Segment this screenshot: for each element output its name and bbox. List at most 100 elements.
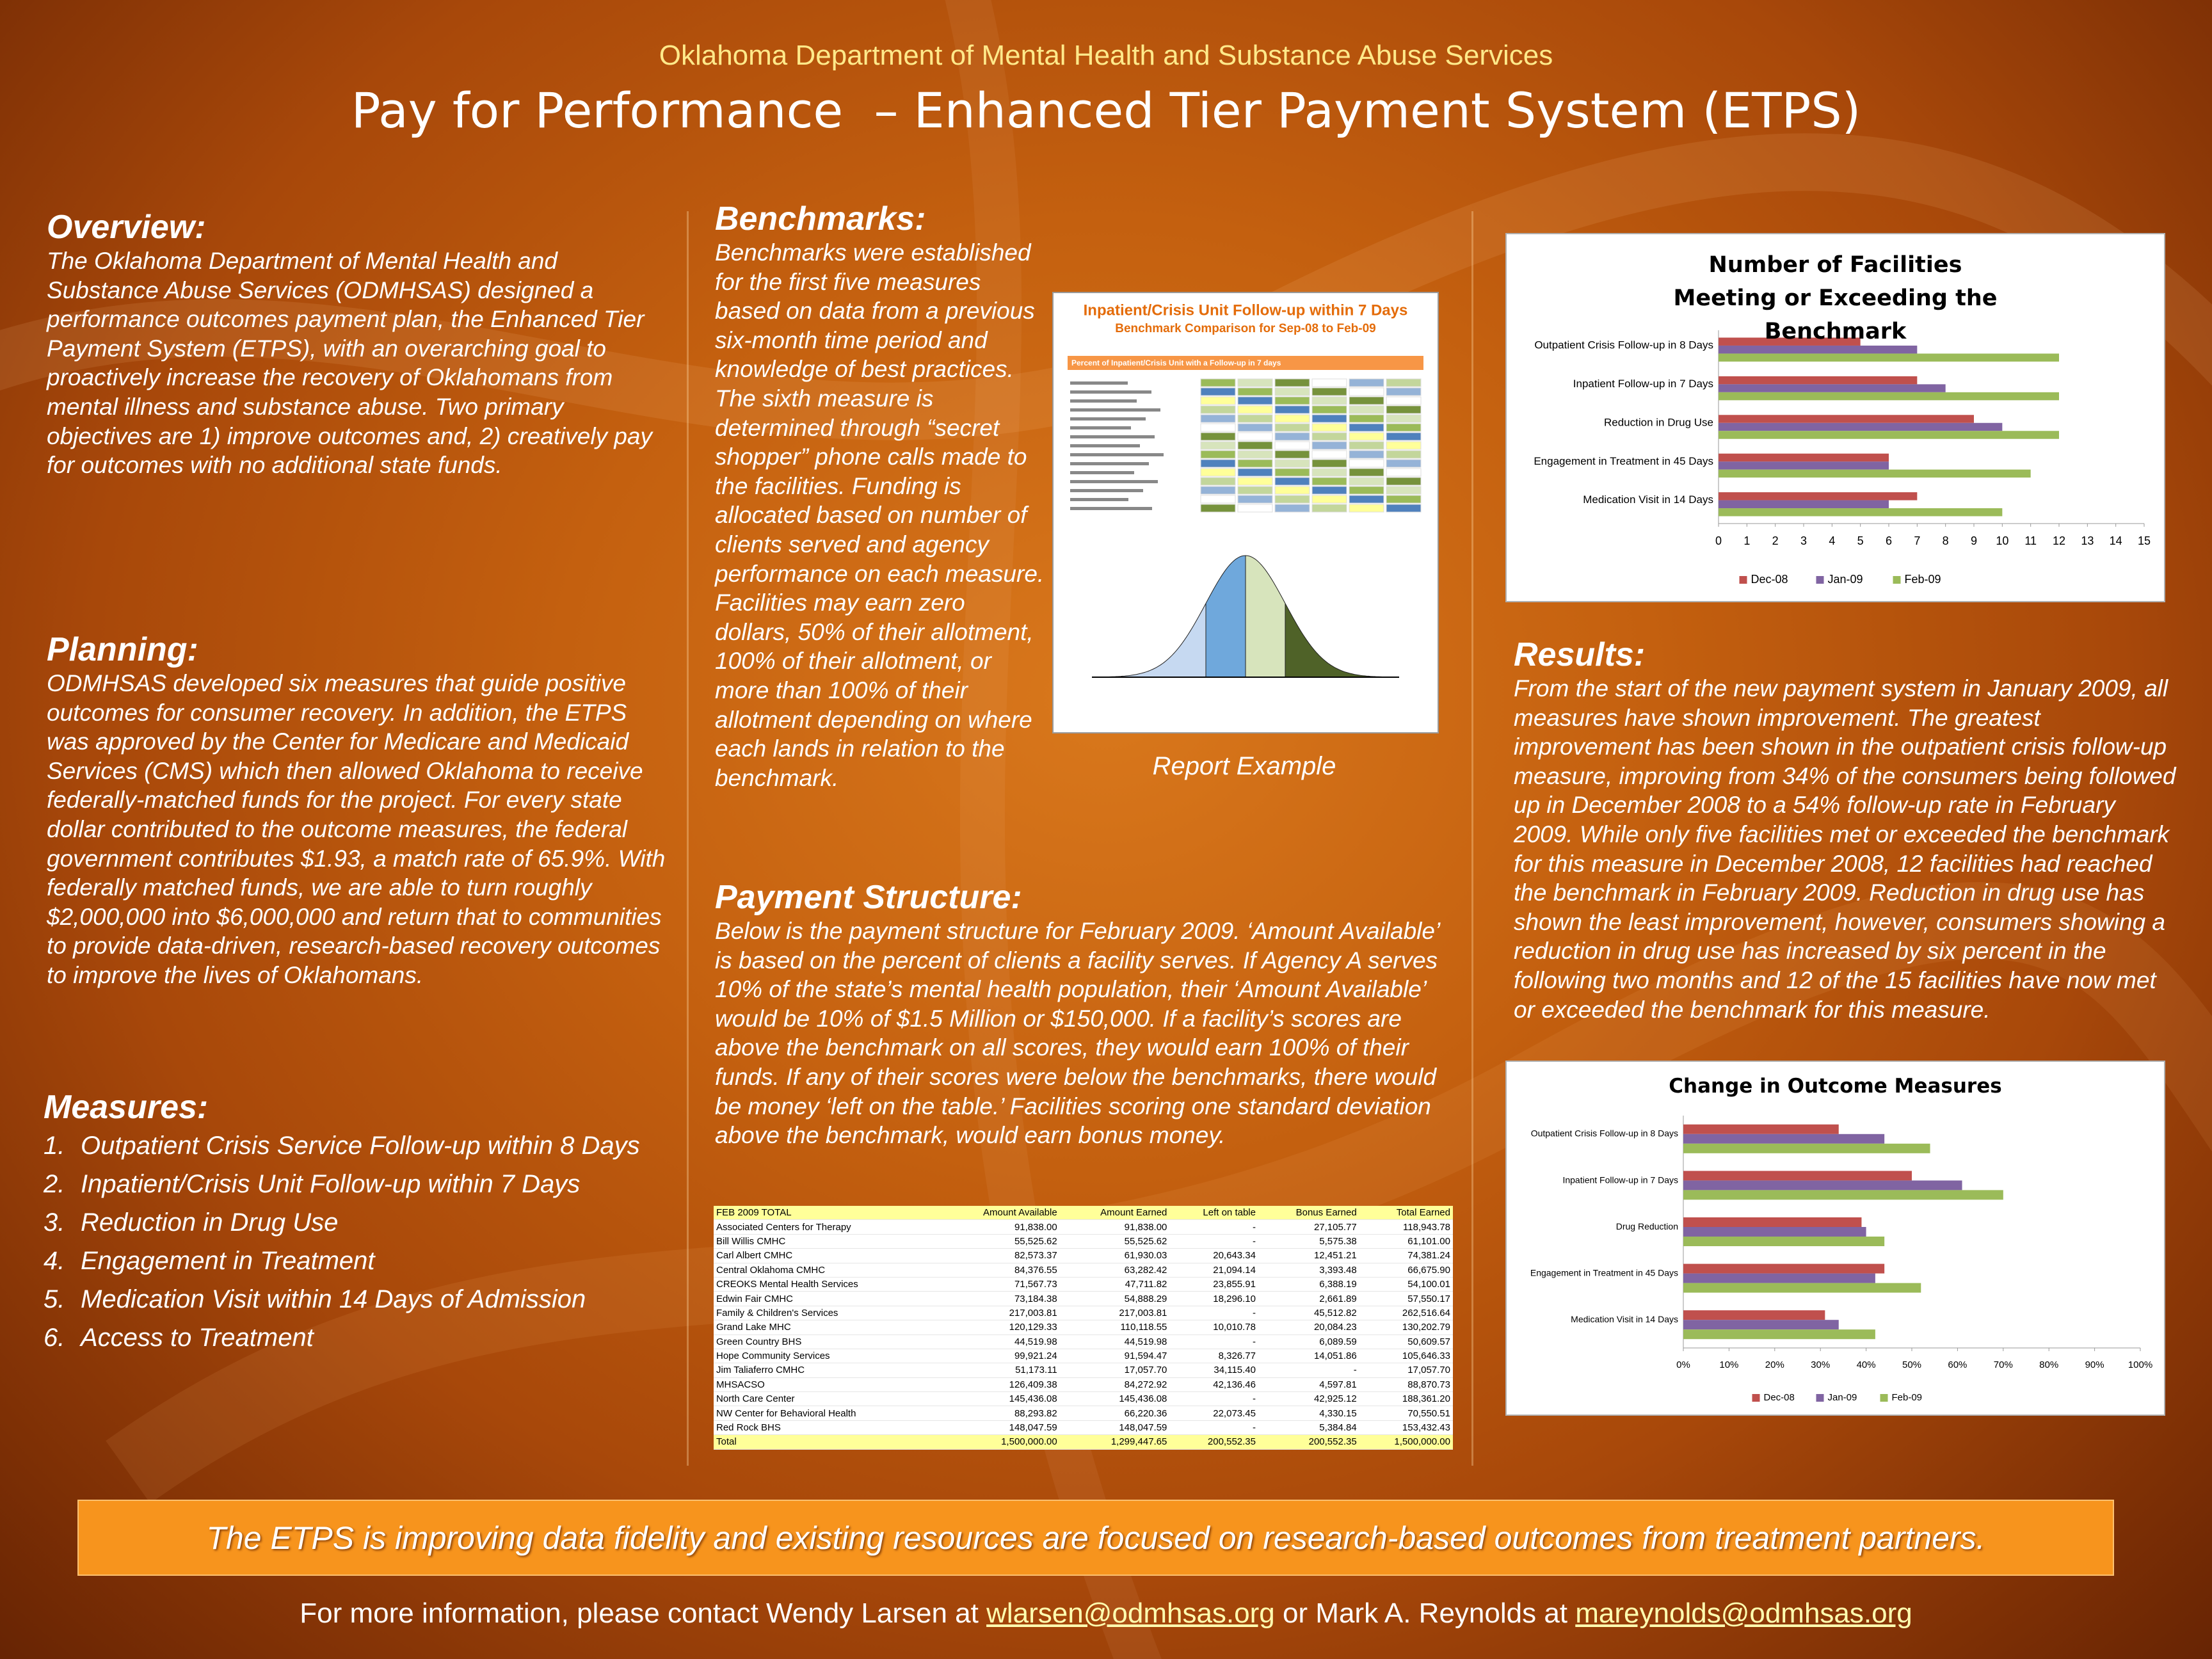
table-cell: 42,136.46 bbox=[1169, 1377, 1258, 1393]
table-cell: 17,057.70 bbox=[1359, 1363, 1453, 1378]
table-cell: 51,173.11 bbox=[938, 1363, 1060, 1378]
mini-cell bbox=[1237, 414, 1273, 423]
table-cell: 88,870.73 bbox=[1359, 1377, 1453, 1393]
section-heading: Overview: bbox=[47, 209, 206, 246]
legend-label: Dec-08 bbox=[1764, 1392, 1795, 1403]
mini-cell bbox=[1200, 378, 1236, 387]
table-cell: - bbox=[1169, 1219, 1258, 1235]
table-header-cell: FEB 2009 TOTAL bbox=[714, 1206, 939, 1221]
table-cell: 8,326.77 bbox=[1169, 1349, 1258, 1364]
mini-cell bbox=[1311, 477, 1347, 486]
mini-cell bbox=[1349, 378, 1384, 387]
mini-cell bbox=[1237, 450, 1273, 459]
mini-cell bbox=[1274, 423, 1310, 432]
email-link[interactable]: mareynolds@odmhsas.org bbox=[1575, 1598, 1912, 1629]
table-cell: 5,575.38 bbox=[1258, 1234, 1359, 1249]
bell-segment bbox=[1285, 603, 1389, 678]
x-tick-label: 100% bbox=[2128, 1359, 2152, 1370]
table-cell: 14,051.86 bbox=[1258, 1349, 1359, 1364]
table-cell: 188,361.20 bbox=[1359, 1391, 1453, 1407]
table-cell: 5,384.84 bbox=[1258, 1420, 1359, 1436]
mini-cell bbox=[1311, 387, 1347, 396]
table-cell: 50,609.57 bbox=[1359, 1334, 1453, 1349]
bar bbox=[1683, 1180, 1962, 1190]
mini-cell bbox=[1386, 459, 1422, 468]
table-cell: North Care Center bbox=[714, 1391, 939, 1407]
table-cell: 27,105.77 bbox=[1258, 1219, 1359, 1235]
measure-number: 1. bbox=[44, 1132, 65, 1160]
bar bbox=[1719, 508, 2003, 517]
report-table-heading: Percent of Inpatient/Crisis Unit with a … bbox=[1071, 358, 1281, 367]
category-label: Drug Reduction bbox=[1616, 1221, 1678, 1231]
mini-cell bbox=[1386, 414, 1422, 423]
table-header-cell: Left on table bbox=[1169, 1206, 1258, 1221]
section-text: Benchmarks were established for the firs… bbox=[715, 239, 1045, 791]
mini-cell bbox=[1200, 414, 1236, 423]
x-tick-label: 10 bbox=[1996, 534, 2008, 547]
chart-title: Number of Facilities Meeting or Exceedin… bbox=[1673, 252, 1998, 344]
x-tick-label: 13 bbox=[2081, 534, 2094, 547]
mini-cell bbox=[1274, 504, 1310, 513]
poster-title: Pay for Performance – Enhanced Tier Paym… bbox=[351, 82, 1861, 139]
mini-cell bbox=[1349, 432, 1384, 441]
table-cell: 74,381.24 bbox=[1359, 1248, 1453, 1263]
mini-cell bbox=[1237, 504, 1273, 513]
table-cell: Grand Lake MHC bbox=[714, 1320, 939, 1335]
bar bbox=[1719, 431, 2059, 439]
table-cell: 200,552.35 bbox=[1169, 1434, 1258, 1450]
mini-label bbox=[1070, 381, 1128, 385]
table-row: MHSACSO 126,409.38 84,272.92 42,136.46 4,597… bbox=[714, 1377, 1453, 1393]
mini-cell bbox=[1200, 405, 1236, 414]
section-heading: Results: bbox=[1514, 636, 1646, 673]
table-cell: MHSACSO bbox=[714, 1377, 939, 1393]
mini-cell bbox=[1311, 405, 1347, 414]
mini-cell bbox=[1274, 405, 1310, 414]
mini-cell bbox=[1349, 468, 1384, 477]
mini-cell bbox=[1200, 432, 1236, 441]
planning-section: Planning: ODMHSAS developed six measures… bbox=[47, 630, 671, 990]
table-cell: 63,282.42 bbox=[1059, 1263, 1170, 1278]
mini-label bbox=[1070, 417, 1146, 421]
bell-segment bbox=[1245, 555, 1286, 678]
table-row: Jim Taliaferro CMHC 51,173.11 17,057.70 34,… bbox=[714, 1363, 1453, 1378]
mini-cell bbox=[1349, 504, 1384, 513]
section-heading: Benchmarks: bbox=[715, 200, 926, 237]
table-cell: 44,519.98 bbox=[1059, 1334, 1170, 1349]
table-cell: 6,089.59 bbox=[1258, 1334, 1359, 1349]
mini-cell bbox=[1386, 387, 1422, 396]
x-tick-label: 90% bbox=[2085, 1359, 2104, 1370]
table-cell: 153,432.43 bbox=[1359, 1420, 1453, 1436]
mini-cell bbox=[1349, 414, 1384, 423]
mini-cell bbox=[1386, 432, 1422, 441]
mini-cell bbox=[1237, 387, 1273, 396]
table-cell: 4,330.15 bbox=[1258, 1406, 1359, 1421]
mini-cell bbox=[1349, 396, 1384, 405]
x-tick-label: 7 bbox=[1914, 534, 1920, 547]
measure-text: Outpatient Crisis Service Follow-up with… bbox=[81, 1132, 640, 1160]
table-cell: Green Country BHS bbox=[714, 1334, 939, 1349]
bar bbox=[1719, 415, 1974, 423]
table-cell: 12,451.21 bbox=[1258, 1248, 1359, 1263]
mini-cell bbox=[1200, 477, 1236, 486]
mini-label bbox=[1070, 435, 1155, 438]
email-link[interactable]: wlarsen@odmhsas.org bbox=[986, 1598, 1275, 1629]
category-label: Inpatient Follow-up in 7 Days bbox=[1562, 1174, 1678, 1185]
mini-cell bbox=[1274, 387, 1310, 396]
table-cell: 82,573.37 bbox=[938, 1248, 1060, 1263]
table-cell: - bbox=[1169, 1234, 1258, 1249]
table-cell: Bill Willis CMHC bbox=[714, 1234, 939, 1249]
table-cell: CREOKS Mental Health Services bbox=[714, 1277, 939, 1292]
table-cell: 20,084.23 bbox=[1258, 1320, 1359, 1335]
mini-cell bbox=[1237, 495, 1273, 504]
table-header-cell: Total Earned bbox=[1359, 1206, 1453, 1221]
mini-cell bbox=[1200, 423, 1236, 432]
mini-cell bbox=[1349, 441, 1384, 450]
mini-cell bbox=[1200, 504, 1236, 513]
measure-item: 6. Access to Treatment bbox=[44, 1318, 674, 1357]
table-cell: 84,272.92 bbox=[1059, 1377, 1170, 1393]
mini-cell bbox=[1349, 477, 1384, 486]
table-cell: Central Oklahoma CMHC bbox=[714, 1263, 939, 1278]
bar bbox=[1719, 384, 1946, 392]
table-cell: 91,838.00 bbox=[1059, 1219, 1170, 1235]
measure-item: 4. Engagement in Treatment bbox=[44, 1242, 674, 1280]
